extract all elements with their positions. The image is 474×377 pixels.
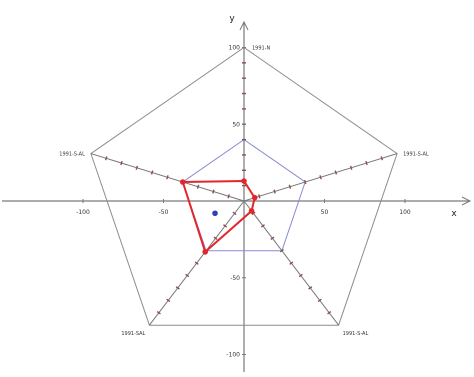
series-0-outline (181, 179, 256, 254)
spoke-upper-right-tick (365, 160, 368, 166)
y-tick-label: 100 (229, 45, 241, 52)
y-axis-arrow (239, 20, 249, 31)
spoke-lower-right-tick (251, 211, 256, 216)
x-tick-label: 100 (399, 209, 411, 216)
spoke-lower-left-tick (213, 236, 218, 240)
spoke-lower-right-tick (327, 311, 332, 315)
spoke-lower-right-label: 1991-S-AL (343, 331, 369, 337)
spoke-lower-left-tick (185, 273, 190, 278)
series (179, 178, 258, 255)
spoke-upper-right-tick (349, 165, 353, 170)
x-axis-label: x (451, 209, 457, 219)
spoke-upper-left-tick (227, 194, 230, 199)
spoke-lower-left-tick (166, 298, 171, 303)
x-tick-label: 50 (321, 209, 329, 216)
spoke-upper-left-tick (166, 175, 169, 180)
spoke-lower-left-tick (223, 224, 228, 228)
x-tick-label: -100 (76, 209, 90, 216)
spoke-upper-right-tick (319, 175, 322, 180)
labels: y x 1991-N 1991-S-AL 1991-S-AL 1991-SAL 1991… (59, 14, 457, 337)
spoke-upper-left-tick (196, 184, 200, 189)
series-0-point-2 (248, 208, 255, 214)
marker-point (212, 210, 218, 217)
axis-ticks: -100 -50 50 100 100 50 -50 -100 (76, 45, 411, 359)
y-axis-label: y (229, 14, 235, 24)
spoke-lower-left-tick (194, 261, 199, 265)
spoke-upper-right-tick (380, 156, 384, 161)
spoke-upper-left-tick (120, 160, 123, 166)
series-0-point-3 (202, 249, 209, 255)
inner-pentagon (182, 138, 306, 252)
y-tick-label: -100 (226, 352, 240, 359)
series-0-point-4 (179, 179, 186, 185)
axes (2, 20, 472, 372)
spoke-upper-right-label: 1991-S-AL (403, 152, 429, 158)
spoke-lower-right-tick (317, 298, 322, 303)
spoke-upper-left-label: 1991-S-AL (59, 152, 85, 158)
spoke-lower-right-tick (308, 286, 313, 290)
series-0-point-0 (241, 178, 247, 184)
spoke-upper-left-tick (104, 156, 108, 161)
spoke-upper-right-tick (273, 189, 276, 194)
spoke-upper-left-tick (150, 170, 154, 175)
spoke-top-label: 1991-N (252, 46, 271, 52)
spoke-lower-right-tick (260, 224, 265, 228)
outer-pentagon-shape (90, 46, 398, 326)
outer-pentagon (90, 46, 398, 326)
spokes (90, 47, 398, 326)
spoke-lower-left-tick (156, 311, 161, 315)
spoke-upper-right-tick (334, 170, 338, 175)
x-tick-label: -50 (159, 209, 169, 216)
spoke-lower-left-tick (232, 211, 237, 216)
spoke-lower-right-tick (270, 236, 275, 240)
spoke-lower-right-tick (279, 248, 284, 253)
spoke-upper-right-tick (258, 194, 261, 199)
spoke-upper-left-tick (135, 165, 139, 170)
spoke-upper-right-tick (303, 179, 307, 185)
inner-pentagon-shape (182, 138, 306, 252)
spoke-upper-left-tick (212, 189, 215, 194)
spoke-lower-left-label: 1991-SAL (121, 331, 145, 337)
series-0-point-1 (251, 194, 258, 201)
x-axis-arrow (461, 196, 472, 206)
spoke-lower-left-tick (175, 286, 180, 290)
spoke-upper-right-tick (288, 184, 292, 189)
y-tick-label: -50 (230, 275, 240, 282)
y-tick-label: 50 (232, 121, 240, 128)
spoke-lower-right-tick (298, 273, 303, 278)
spoke-lower-right-tick (289, 261, 294, 265)
